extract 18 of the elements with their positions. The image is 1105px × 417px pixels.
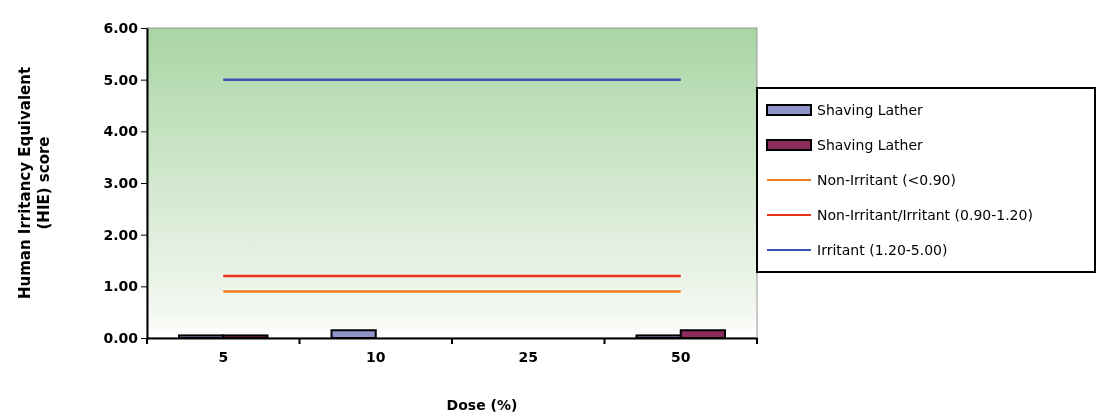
legend-label: Non-Irritant/Irritant (0.90-1.20): [817, 207, 1033, 223]
y-tick-label: 3.00: [103, 174, 139, 191]
legend-label: Non-Irritant (<0.90): [817, 172, 956, 188]
x-axis-title: Dose (%): [446, 397, 518, 413]
legend-label: Shaving Lather: [817, 137, 924, 153]
y-tick-label: 2.00: [103, 226, 139, 243]
x-tick-label: 10: [366, 348, 386, 365]
y-tick-label: 0.00: [103, 329, 139, 346]
y-tick-label: 6.00: [103, 19, 139, 36]
y-tick-label: 5.00: [103, 71, 139, 88]
legend-label: Shaving Lather: [817, 102, 924, 118]
legend-label: Irritant (1.20-5.00): [817, 242, 948, 258]
x-tick-label: 25: [518, 348, 538, 365]
y-axis-title: Human Irritancy Equivalent (HIE) score: [16, 66, 53, 300]
y-tick-label: 1.00: [103, 278, 139, 295]
y-tick-label: 4.00: [103, 123, 139, 140]
x-tick-label: 5: [218, 348, 229, 365]
x-tick-label: 50: [671, 348, 691, 365]
